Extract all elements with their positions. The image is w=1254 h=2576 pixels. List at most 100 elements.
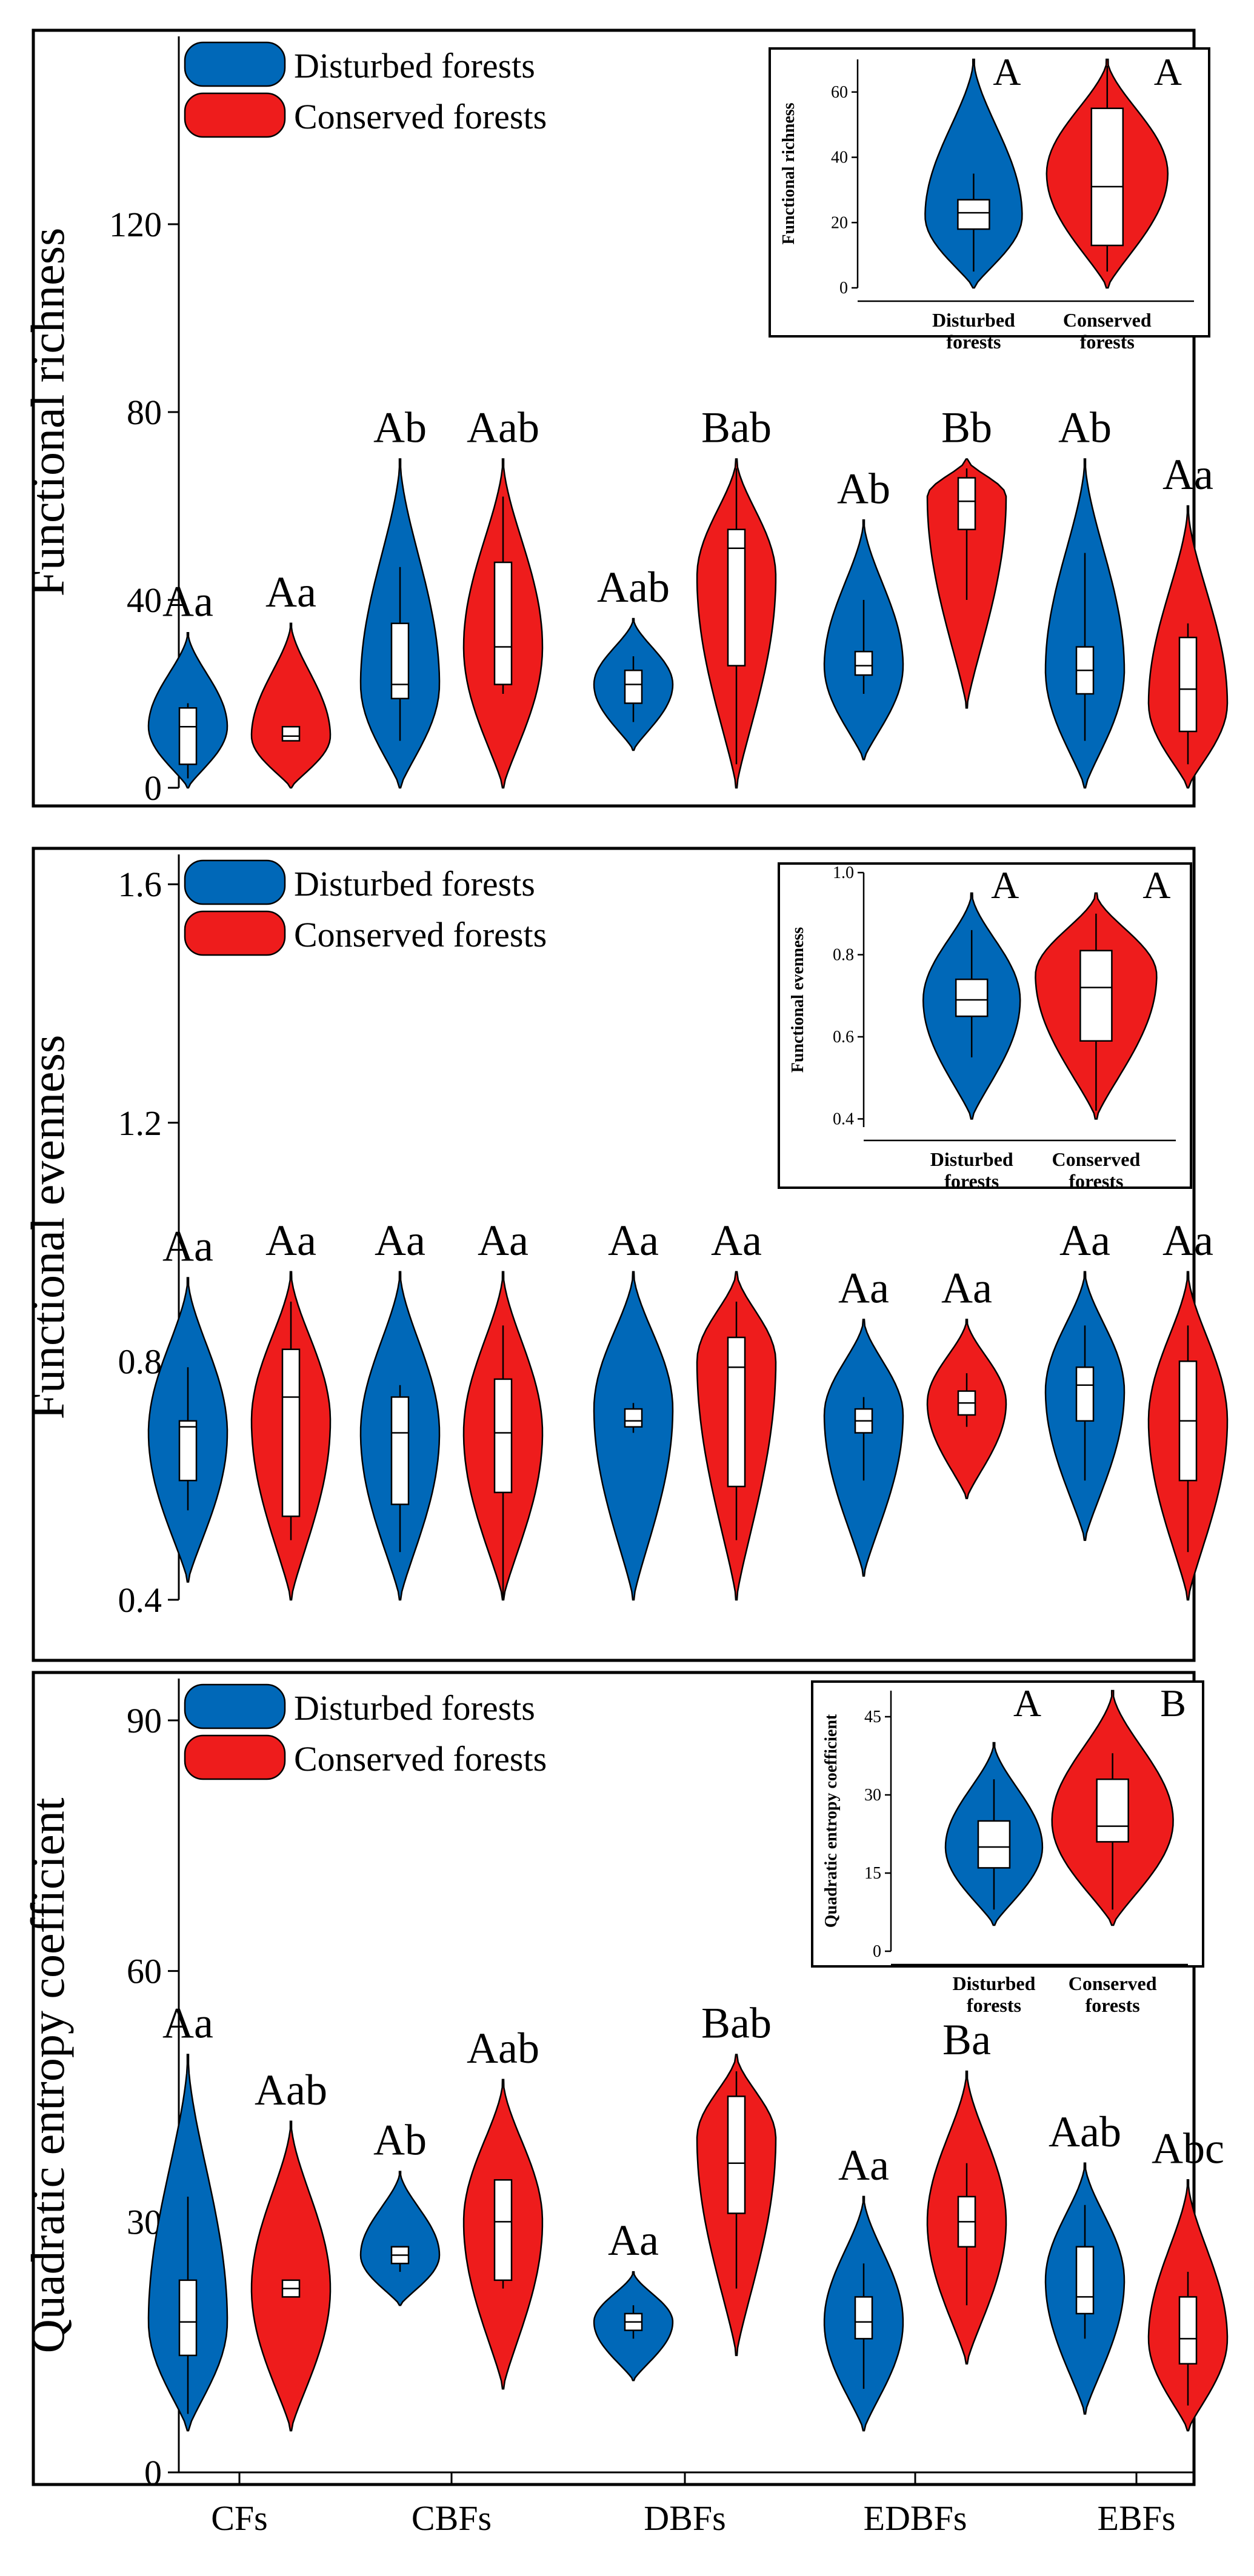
violin-EBFs-conserved: Aa [1147, 1216, 1229, 1601]
violin-CFs-conserved: Aa [250, 1216, 332, 1601]
inset-violin-conserved: A [1035, 864, 1171, 1120]
y-tick-label: 0 [144, 2453, 162, 2492]
box-iqr [493, 561, 513, 685]
inset-x-tick-label: Disturbed [930, 1148, 1013, 1170]
box-iqr [727, 1336, 746, 1488]
violin-CBFs-disturbed: Aa [359, 1216, 441, 1601]
inset-y-tick-label: 45 [864, 1708, 881, 1726]
significance-letter: Ba [942, 2015, 991, 2064]
significance-letter: A [991, 864, 1019, 907]
violin-shape [250, 622, 332, 789]
x-tick-label: EBFs [1098, 2498, 1176, 2538]
box-iqr [957, 199, 990, 230]
box-iqr [178, 1420, 198, 1482]
box-iqr [727, 2095, 746, 2214]
box-iqr [390, 1396, 410, 1505]
violin-CFs-conserved: Aab [250, 2066, 332, 2432]
violin-EBFs-disturbed: Aab [1044, 2108, 1126, 2415]
box-iqr [957, 477, 976, 530]
inset-violin-disturbed: A [944, 1682, 1044, 1926]
panel-middle: 0.4 0.8 1.2 1.6 Functional evenness Disturbed… [21, 847, 1229, 1662]
significance-letter: Ab [373, 2116, 427, 2165]
inset-x-tick-label: Conserved [1052, 1148, 1141, 1170]
y-tick-label: 90 [127, 1701, 162, 1740]
box-iqr [727, 528, 746, 667]
panel-bottom: 0 30 60 90 Quadratic entropy coefficient Dist… [21, 1671, 1229, 2492]
inset-x-tick-label: Disturbed [932, 309, 1015, 331]
inset-y-tick-label: 0.8 [833, 945, 854, 964]
box-iqr [178, 2279, 198, 2357]
inset-y-tick-label: 0 [873, 1942, 881, 1961]
box-iqr [624, 670, 643, 704]
significance-letter: Aab [255, 2066, 327, 2114]
inset-y-axis-title: Functional evenness [789, 927, 807, 1073]
significance-letter: Aa [162, 1999, 213, 2048]
y-tick-label: 1.2 [118, 1103, 162, 1143]
inset-y-tick-label: 15 [864, 1864, 881, 1883]
significance-letter: Aa [838, 2141, 889, 2189]
inset-x-tick-label: forests [1069, 1170, 1123, 1192]
significance-letter: Aab [467, 404, 539, 452]
violin-DBFs-conserved: Bab [696, 404, 777, 789]
significance-letter: A [1013, 1682, 1041, 1725]
inset-x-tick-label: Conserved [1063, 309, 1152, 331]
box-iqr [854, 651, 873, 676]
y-tick-label: 0 [144, 768, 162, 808]
legend-label-conserved: Conserved forests [294, 915, 547, 954]
x-tick-label: DBFs [644, 2498, 725, 2538]
significance-letter: B [1160, 1682, 1186, 1725]
inset-y-tick-label: 30 [864, 1786, 881, 1805]
panel-frame [32, 1671, 1196, 2486]
legend-label-conserved: Conserved forests [294, 1739, 547, 1779]
box-iqr [854, 2296, 873, 2340]
inset-y-tick-label: 0 [839, 279, 848, 298]
box-iqr [624, 1408, 643, 1428]
box-iqr [977, 1820, 1011, 1869]
significance-letter: Bb [941, 404, 992, 452]
y-axis-title: Functional evenness [21, 1035, 74, 1420]
x-axis-categories: CFs CBFs DBFs EDBFs EBFs [211, 2472, 1175, 2538]
significance-letter: Ab [1058, 404, 1112, 452]
violin-CBFs-disturbed: Ab [359, 404, 441, 789]
legend-label-disturbed: Disturbed forests [294, 1688, 535, 1728]
significance-letter: Aa [1162, 450, 1213, 499]
significance-letter: Aab [597, 563, 670, 611]
inset-y-tick-label: 60 [831, 83, 848, 102]
inset-x-tick-label: Conserved [1069, 1972, 1157, 1994]
violin-EDBFs-conserved: Ba [926, 2015, 1007, 2365]
significance-letter: Aa [941, 1264, 992, 1313]
significance-letter: Aa [1059, 1216, 1110, 1265]
violin-CBFs-conserved: Aab [462, 404, 544, 789]
legend-label-conserved: Conserved forests [294, 97, 547, 136]
inset-chart: 0.4 0.6 0.8 1.0 Functional evenness A A Disturb… [778, 862, 1192, 1192]
violin-DBFs-disturbed: Aab [593, 563, 674, 751]
y-axis-title: Functional richness [21, 228, 74, 597]
violin-DBFs-conserved: Aa [696, 1216, 777, 1601]
significance-letter: A [993, 50, 1021, 93]
box-iqr [955, 978, 989, 1017]
violin-EDBFs-conserved: Bb [926, 404, 1007, 709]
inset-y-axis-title: Quadratic entropy coefficient [822, 1714, 841, 1928]
inset-violin-conserved: B [1051, 1682, 1186, 1926]
box-iqr [281, 1348, 301, 1517]
box-iqr [1178, 2296, 1198, 2365]
significance-letter: Bab [701, 1999, 772, 2048]
inset-chart: 0 15 30 45 Quadratic entropy coefficient A B Di… [811, 1680, 1204, 2016]
inset-y-tick-label: 1.0 [833, 864, 854, 882]
inset-x-tick-label: forests [1086, 1994, 1140, 2016]
y-tick-label: 60 [127, 1952, 162, 1991]
violin-EBFs-conserved: Abc [1147, 2124, 1229, 2432]
violin-DBFs-conserved: Bab [696, 1999, 777, 2357]
y-axis-title: Quadratic entropy coefficient [21, 1797, 74, 2353]
violin-EBFs-conserved: Aa [1147, 450, 1229, 789]
violin-DBFs-disturbed: Aa [593, 2216, 674, 2381]
significance-letter: Aa [375, 1216, 425, 1265]
panel-frame [32, 847, 1196, 1662]
inset-x-tick-label: forests [944, 1170, 999, 1192]
significance-letter: A [1154, 50, 1182, 93]
violin-DBFs-disturbed: Aa [593, 1216, 674, 1601]
significance-letter: Bab [701, 404, 772, 452]
significance-letter: Aa [162, 1222, 213, 1271]
violin-CFs-disturbed: Aa [147, 1222, 228, 1583]
